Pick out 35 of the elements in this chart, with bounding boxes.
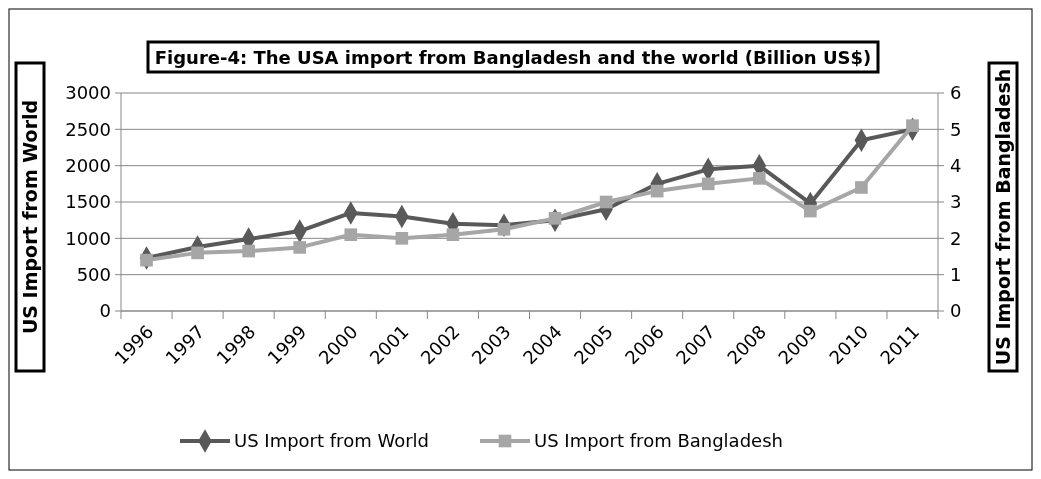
point	[344, 228, 358, 242]
chart-title: Figure-4: The USA import from Bangladesh and the world (Billion US$)	[154, 47, 872, 68]
point	[906, 119, 919, 133]
point	[140, 253, 153, 267]
y2-tick-label: 1	[950, 263, 962, 285]
y-tick-label: 2000	[65, 154, 111, 176]
y2-tick-label: 5	[950, 118, 962, 140]
y2-tick-label: 3	[950, 191, 962, 213]
point	[242, 244, 255, 258]
y2-tick-label: 4	[950, 154, 962, 176]
y-tick-label: 1500	[65, 191, 111, 213]
y-tick-label: 0	[99, 300, 111, 322]
point	[446, 228, 460, 242]
point	[599, 195, 613, 209]
y-tick-label: 500	[76, 263, 111, 285]
point	[548, 212, 562, 225]
y2-tick-label: 2	[950, 227, 962, 249]
y-tick-label: 3000	[65, 82, 111, 104]
point	[855, 181, 868, 194]
y-tick-label: 2500	[65, 118, 111, 140]
y-tick-label: 1000	[65, 227, 111, 249]
point	[650, 184, 664, 198]
y-axis-title: US Import from World	[19, 99, 41, 335]
legend-label: US Import from World	[234, 430, 429, 452]
point	[191, 246, 204, 260]
legend-label: US Import from Bangladesh	[534, 430, 783, 452]
point	[395, 232, 409, 245]
point	[497, 222, 511, 236]
y2-tick-label: 0	[950, 300, 962, 322]
y2-axis-title: US Import from Bangladesh	[992, 68, 1014, 366]
point	[804, 204, 817, 218]
point	[701, 177, 715, 191]
point	[752, 172, 766, 185]
point	[293, 241, 307, 254]
y2-tick-label: 6	[950, 82, 962, 104]
